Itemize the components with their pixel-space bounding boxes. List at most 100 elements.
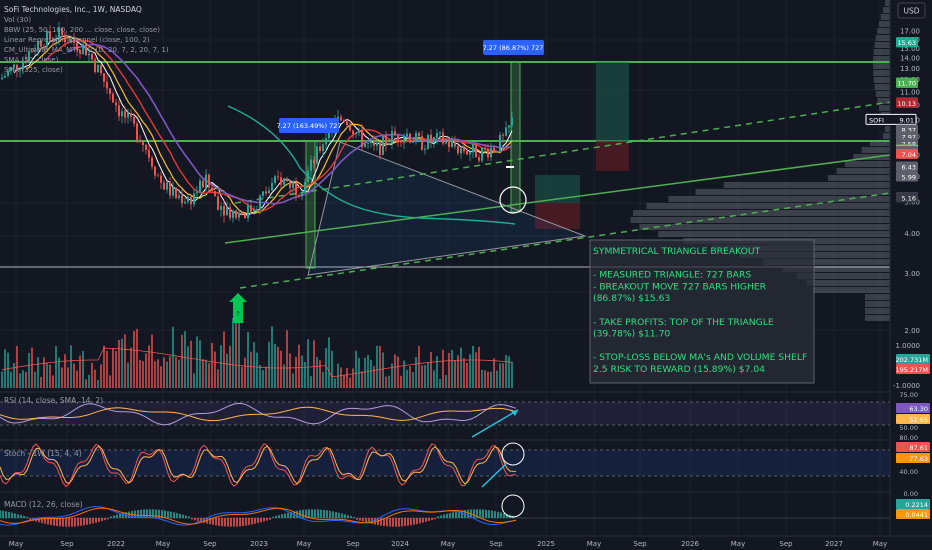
- price-axis[interactable]: 17.0016.0015.0014.0013.0012.0011.0010.00…: [865, 0, 932, 550]
- volume-bar[interactable]: [199, 340, 201, 388]
- candle[interactable]: [439, 131, 441, 139]
- volume-bar[interactable]: [256, 352, 258, 388]
- volume-bar[interactable]: [247, 332, 249, 388]
- volume-bar[interactable]: [292, 373, 294, 388]
- volume-bar[interactable]: [46, 362, 48, 388]
- candle[interactable]: [4, 72, 6, 79]
- candle[interactable]: [424, 144, 426, 155]
- volume-bar[interactable]: [85, 379, 87, 388]
- volume-bar[interactable]: [298, 344, 300, 388]
- candle[interactable]: [136, 121, 138, 144]
- candle[interactable]: [487, 143, 489, 161]
- candle[interactable]: [190, 194, 192, 211]
- candle[interactable]: [199, 177, 201, 193]
- candle[interactable]: [19, 66, 21, 78]
- stoch-circle[interactable]: [501, 442, 525, 466]
- volume-bar[interactable]: [31, 347, 33, 388]
- candle[interactable]: [502, 132, 504, 143]
- volume-bar[interactable]: [4, 349, 6, 388]
- volume-bar[interactable]: [388, 375, 390, 388]
- candle[interactable]: [181, 189, 183, 208]
- volume-bar[interactable]: [409, 366, 411, 388]
- volume-bar[interactable]: [55, 346, 57, 388]
- volume-bar[interactable]: [58, 357, 60, 388]
- candle[interactable]: [247, 202, 249, 222]
- volume-bar[interactable]: [412, 372, 414, 388]
- volume-bar[interactable]: [355, 350, 357, 388]
- rsi-trend-arrow[interactable]: [471, 409, 519, 438]
- volume-bar[interactable]: [499, 363, 501, 388]
- volume-bar[interactable]: [271, 326, 273, 388]
- candle[interactable]: [1, 73, 3, 81]
- volume-bar[interactable]: [19, 373, 21, 388]
- candle[interactable]: [409, 132, 411, 144]
- volume-bar[interactable]: [424, 364, 426, 388]
- volume-bar[interactable]: [169, 356, 171, 388]
- candle[interactable]: [130, 109, 132, 122]
- volume-bar[interactable]: [79, 355, 81, 388]
- candle[interactable]: [88, 48, 90, 62]
- volume-bar[interactable]: [160, 366, 162, 388]
- volume-bar[interactable]: [154, 361, 156, 388]
- candle[interactable]: [40, 39, 42, 50]
- volume-bar[interactable]: [466, 362, 468, 388]
- candle[interactable]: [124, 106, 126, 124]
- candle[interactable]: [97, 64, 99, 74]
- volume-bar[interactable]: [454, 360, 456, 388]
- volume-bar[interactable]: [325, 348, 327, 388]
- candle[interactable]: [343, 118, 345, 123]
- volume-bar[interactable]: [112, 347, 114, 388]
- volume-bar[interactable]: [202, 359, 204, 388]
- candle[interactable]: [175, 187, 177, 200]
- candle[interactable]: [433, 136, 435, 148]
- volume-bar[interactable]: [52, 375, 54, 388]
- volume-bar[interactable]: [484, 370, 486, 388]
- candle[interactable]: [253, 205, 255, 215]
- analysis-note-box[interactable]: SYMMETRICAL TRIANGLE BREAKOUT - MEASURED …: [589, 239, 815, 384]
- candle[interactable]: [406, 128, 408, 139]
- volume-bar[interactable]: [124, 334, 126, 388]
- stop-zone-lower[interactable]: [535, 203, 580, 229]
- candle[interactable]: [61, 27, 63, 38]
- volume-bar[interactable]: [301, 355, 303, 388]
- volume-bar[interactable]: [421, 365, 423, 388]
- volume-bar[interactable]: [349, 377, 351, 388]
- channel-mid-line[interactable]: [224, 154, 891, 244]
- candle[interactable]: [25, 53, 27, 65]
- symmetrical-triangle[interactable]: [307, 141, 587, 276]
- volume-bar[interactable]: [415, 356, 417, 388]
- candle[interactable]: [292, 179, 294, 194]
- candle[interactable]: [163, 179, 165, 190]
- volume-bar[interactable]: [49, 364, 51, 388]
- volume-bar[interactable]: [259, 365, 261, 388]
- volume-bar[interactable]: [181, 334, 183, 388]
- candle[interactable]: [427, 133, 429, 151]
- candle[interactable]: [325, 132, 327, 152]
- rsi-pane[interactable]: RSI (14, close, SMA, 14, 2): [0, 396, 890, 438]
- candle[interactable]: [430, 129, 432, 149]
- candle[interactable]: [391, 125, 393, 150]
- candle[interactable]: [286, 176, 288, 182]
- candle[interactable]: [271, 177, 273, 191]
- volume-bar[interactable]: [274, 343, 276, 388]
- volume-bar[interactable]: [442, 349, 444, 388]
- candle[interactable]: [100, 64, 102, 76]
- candle[interactable]: [415, 130, 417, 145]
- candle[interactable]: [454, 135, 456, 150]
- candle[interactable]: [184, 197, 186, 205]
- volume-bar[interactable]: [304, 361, 306, 388]
- volume-bar[interactable]: [151, 334, 153, 388]
- candle[interactable]: [472, 143, 474, 159]
- volume-bar[interactable]: [163, 357, 165, 388]
- volume-bar[interactable]: [103, 345, 105, 388]
- volume-bar[interactable]: [283, 364, 285, 388]
- volume-bar[interactable]: [223, 331, 225, 388]
- candle[interactable]: [352, 129, 354, 139]
- measured-move-bar-2[interactable]: [510, 61, 521, 213]
- candle[interactable]: [481, 146, 483, 163]
- volume-bar[interactable]: [238, 318, 240, 388]
- volume-bar[interactable]: [193, 373, 195, 388]
- candle[interactable]: [463, 142, 465, 155]
- volume-bar[interactable]: [214, 351, 216, 388]
